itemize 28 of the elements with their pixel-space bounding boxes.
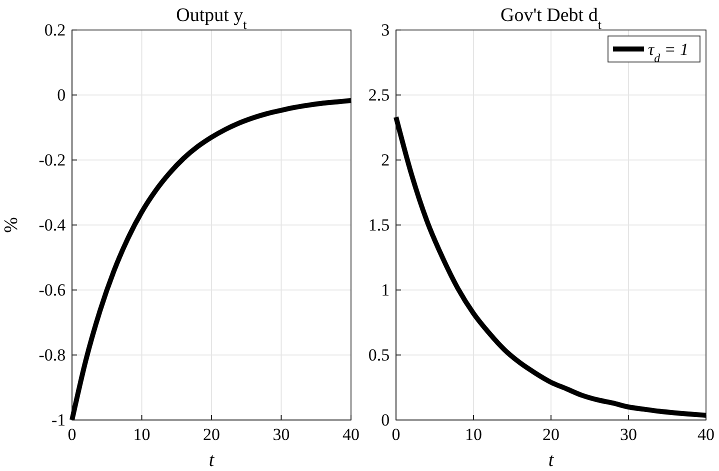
y-tick-label: 3 bbox=[381, 20, 390, 40]
x-axis-title: t bbox=[548, 450, 554, 471]
x-tick-label: 40 bbox=[342, 425, 360, 444]
y-tick-label: -0.8 bbox=[38, 345, 66, 364]
y-tick-label: -0.2 bbox=[38, 150, 66, 170]
x-tick-label: 10 bbox=[133, 425, 150, 444]
y-tick-label: 0.2 bbox=[44, 20, 66, 40]
x-tick-label: 30 bbox=[272, 425, 290, 444]
x-tick-label: 10 bbox=[465, 425, 482, 444]
x-tick-label: 40 bbox=[698, 425, 714, 444]
x-tick-label: 20 bbox=[542, 425, 560, 444]
y-tick-label: -1 bbox=[51, 410, 66, 430]
y-tick-label: 1.5 bbox=[368, 215, 390, 234]
chart-title: Gov't Debt d$_{t}$ bbox=[500, 5, 602, 32]
x-tick-label: 20 bbox=[203, 425, 220, 444]
chart-title: Output y$_{t}$ bbox=[176, 5, 248, 32]
y-tick-label: 0 bbox=[381, 410, 390, 430]
y-tick-label: 2.5 bbox=[368, 85, 390, 104]
y-tick-label: -0.4 bbox=[38, 215, 66, 234]
y-tick-label: 0 bbox=[57, 85, 66, 104]
legend-label: τ$_{d}$ = 1 bbox=[648, 40, 689, 65]
x-axis-title: t bbox=[208, 450, 215, 471]
y-tick-label: 0.5 bbox=[368, 345, 390, 364]
y-tick-label: 2 bbox=[381, 150, 390, 170]
y-tick-label: 1 bbox=[381, 280, 390, 300]
y-tick-label: -0.6 bbox=[38, 280, 66, 300]
x-tick-label: 30 bbox=[620, 425, 637, 444]
y-axis-title: % bbox=[1, 216, 22, 233]
